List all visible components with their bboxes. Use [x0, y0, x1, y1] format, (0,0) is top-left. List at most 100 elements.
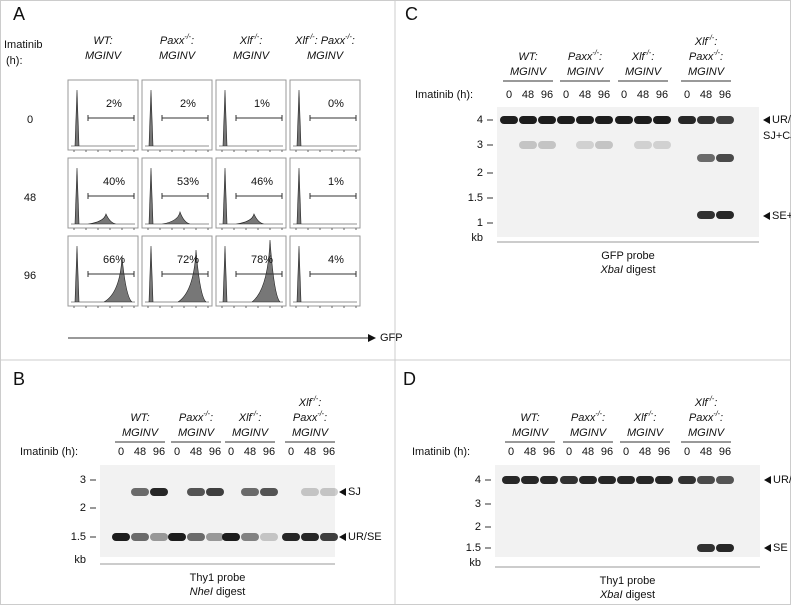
text-segment: MGINV [625, 66, 663, 78]
blot [100, 465, 335, 557]
band [557, 116, 575, 124]
text-segment: NheI [190, 586, 213, 598]
lane-label: 48 [582, 446, 594, 458]
text-segment: MGINV [232, 427, 270, 439]
band [538, 141, 556, 149]
band [617, 476, 635, 484]
text-segment: Xlf [294, 35, 309, 47]
histogram-box [289, 157, 361, 229]
text-segment: MGINV [233, 50, 271, 62]
text-segment: MGINV [512, 427, 550, 439]
genotype-label: MGINV [688, 427, 726, 439]
band [206, 488, 224, 496]
band [697, 154, 715, 162]
band [678, 116, 696, 124]
genotype-label: Xlf-/-: [631, 50, 655, 63]
histogram-box [215, 79, 287, 151]
band [716, 544, 734, 552]
lane-label: 0 [563, 89, 569, 101]
panel-label: D [403, 369, 416, 389]
band [502, 476, 520, 484]
band [595, 116, 613, 124]
text-segment: Xlf [694, 397, 709, 409]
genotype-label: MGINV [292, 427, 330, 439]
superscript: -/- [595, 411, 602, 418]
text-segment: Paxx [689, 412, 714, 424]
band [222, 533, 240, 541]
digest-label: XbaI digest [599, 589, 655, 601]
histogram [293, 167, 357, 225]
genotype-label: MGINV [307, 50, 345, 62]
genotype-label: Xlf-/-: [694, 396, 718, 409]
gate-percent: 72% [177, 254, 199, 266]
band [150, 533, 168, 541]
gate-percent: 46% [251, 176, 273, 188]
probe-label: GFP probe [601, 250, 655, 262]
lane-label: 0 [623, 446, 629, 458]
genotype-label: MGINV [159, 50, 197, 62]
size-marker: 3 [80, 474, 86, 486]
lane-header: Imatinib (h): [20, 446, 78, 458]
superscript: -/- [308, 34, 315, 41]
band [634, 116, 652, 124]
band [538, 116, 556, 124]
text-segment: Paxx [689, 51, 714, 63]
band-arrow [764, 476, 771, 484]
text-segment: MGINV [85, 50, 123, 62]
lane-label: 48 [579, 89, 591, 101]
text-segment: MGINV [570, 427, 608, 439]
superscript: -/- [253, 34, 260, 41]
size-marker: 1.5 [466, 542, 481, 554]
text-segment: MGINV [510, 66, 548, 78]
genotype-label: MGINV [627, 427, 665, 439]
histogram-box [215, 157, 287, 229]
band [615, 116, 633, 124]
histogram [219, 167, 283, 225]
gate-percent: 1% [254, 98, 270, 110]
text-segment: : [651, 51, 654, 63]
lane-label: 0 [508, 446, 514, 458]
genotype-label: Xlf-/-: [694, 35, 718, 48]
lane-header: Imatinib (h): [415, 89, 473, 101]
histogram [71, 89, 135, 147]
text-segment: Paxx [571, 412, 596, 424]
text-segment: MGINV [627, 427, 665, 439]
band [634, 141, 652, 149]
band-arrow [763, 212, 770, 220]
lane-label: 96 [719, 446, 731, 458]
genotype-label: MGINV [85, 50, 123, 62]
text-segment: WT: [130, 412, 149, 424]
size-unit: kb [471, 232, 483, 244]
band [716, 211, 734, 219]
text-segment: Xlf [298, 397, 313, 409]
band [653, 141, 671, 149]
text-segment: : [258, 412, 261, 424]
band-label: UR/SJ [773, 474, 791, 486]
text-segment: : [720, 51, 723, 63]
text-segment: : [602, 412, 605, 424]
band [540, 476, 558, 484]
lane-header: Imatinib (h): [412, 446, 470, 458]
histogram-box [141, 79, 213, 151]
superscript: -/- [592, 50, 599, 57]
digest-label: XbaI digest [599, 264, 655, 276]
size-unit: kb [469, 557, 481, 569]
superscript: -/- [203, 411, 210, 418]
text-segment: : [720, 412, 723, 424]
genotype-label: Paxx-/-: [689, 50, 723, 63]
lane-label: 48 [639, 446, 651, 458]
text-segment: MGINV [122, 427, 160, 439]
lane-label: 0 [684, 446, 690, 458]
text-segment: WT: [518, 51, 537, 63]
lane-label: 48 [524, 446, 536, 458]
superscript: -/- [317, 411, 324, 418]
lane-label: 96 [543, 446, 555, 458]
genotype-label: Xlf-/-: Paxx-/-: [294, 34, 355, 47]
text-segment: : [352, 35, 355, 47]
genotype-label: Xlf-/-: [238, 411, 262, 424]
histogram-box [289, 79, 361, 151]
band [521, 476, 539, 484]
band-arrow [764, 544, 771, 552]
text-segment: Paxx [160, 35, 185, 47]
text-segment: WT: [93, 35, 112, 47]
